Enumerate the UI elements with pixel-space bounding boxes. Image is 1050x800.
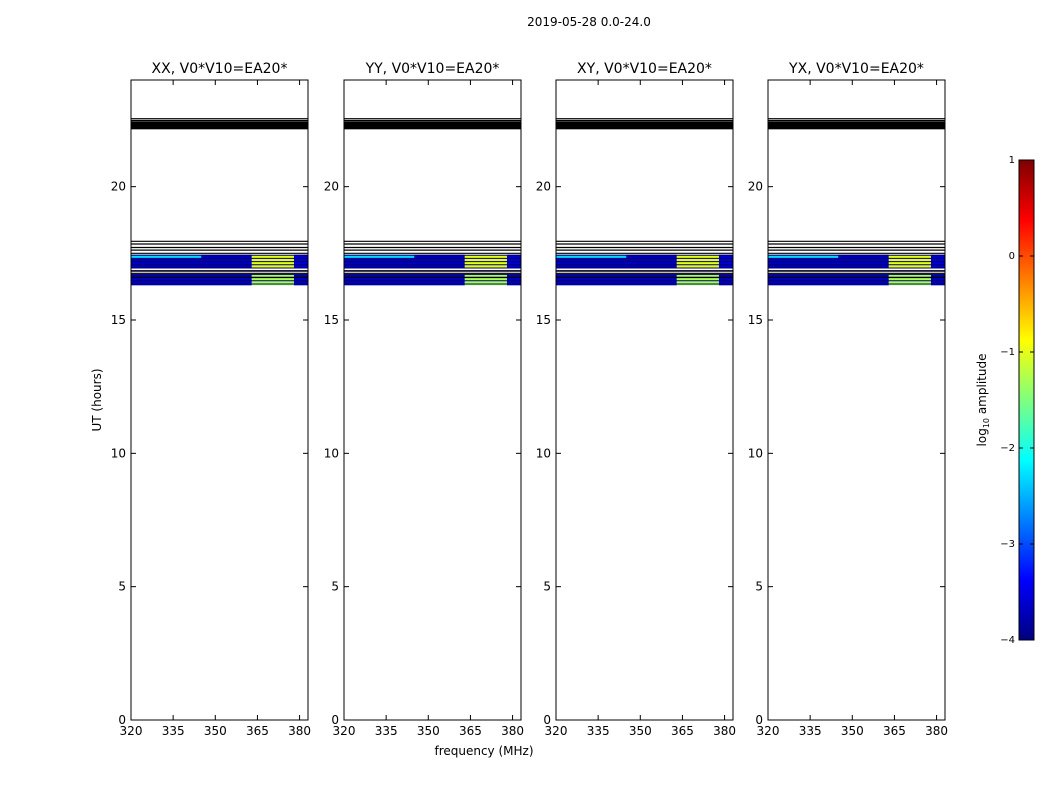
flagged-band-xx: [131, 121, 308, 130]
data-band-xy-6: [718, 274, 733, 286]
y-tick-label: 0: [543, 713, 551, 727]
y-tick-label: 0: [331, 713, 339, 727]
data-band-yx-4: [768, 274, 889, 286]
data-band-yy-5: [464, 274, 507, 286]
y-tick-label: 15: [111, 313, 126, 327]
panel-xx: XX, V0*V10=EA20* 320 335 350 365 380 0 5 10 15 20: [111, 61, 311, 738]
colorbar-tick-label: −4: [1000, 635, 1015, 646]
y-tick-label: 10: [748, 446, 763, 460]
y-axis-label: UT (hours): [90, 368, 104, 431]
x-tick-label: 365: [883, 724, 906, 738]
y-tick-label: 5: [331, 580, 339, 594]
x-tick-label: 320: [545, 724, 568, 738]
data-band-yx-1: [768, 254, 839, 259]
x-tick-label: 335: [162, 724, 185, 738]
data-band-xx-1: [131, 254, 202, 259]
y-tick-label: 0: [755, 713, 763, 727]
y-tick-label: 5: [543, 580, 551, 594]
plot-area-yy: [344, 80, 521, 720]
x-tick-label: 350: [204, 724, 227, 738]
y-tick-label: 0: [118, 713, 126, 727]
x-tick-label: 380: [925, 724, 948, 738]
data-band-xy-5: [676, 274, 719, 286]
colorbar-tick-label: 0: [1009, 251, 1015, 262]
data-band-xy-1: [556, 254, 627, 259]
colorbar-tick-label: −1: [1000, 347, 1015, 358]
x-tick-label: 380: [501, 724, 524, 738]
panel-title-xx: XX, V0*V10=EA20*: [152, 61, 288, 77]
plot-area-xy: [556, 80, 733, 720]
colorbar-label-sub: 10: [982, 418, 991, 428]
colorbar-label-rest: amplitude: [975, 354, 989, 418]
x-tick-label: 365: [671, 724, 694, 738]
y-tick-label: 5: [755, 580, 763, 594]
y-tick-label: 20: [536, 180, 551, 194]
axes-frame-xy: [555, 79, 734, 721]
panel-title-xy: XY, V0*V10=EA20*: [577, 61, 712, 77]
x-axis-label: frequency (MHz): [434, 744, 533, 758]
data-band-xx-4: [131, 274, 252, 286]
plot-area-xx: [131, 80, 308, 720]
data-band-xy-4: [556, 274, 677, 286]
flagged-band-yx: [768, 121, 945, 130]
y-tick-label: 20: [324, 180, 339, 194]
data-band-xx-5: [251, 274, 294, 286]
flagged-band-xy: [556, 121, 733, 130]
figure-suptitle: 2019-05-28 0.0-24.0: [527, 15, 651, 29]
x-tick-label: 350: [629, 724, 652, 738]
x-tick-label: 365: [459, 724, 482, 738]
axes-frame-yx: [767, 79, 946, 721]
x-tick-label: 320: [333, 724, 356, 738]
panel-yx: YX, V0*V10=EA20* 320 335 350 365 380 0 5 10 15 20: [748, 61, 948, 738]
x-tick-label: 335: [799, 724, 822, 738]
y-tick-label: 5: [118, 580, 126, 594]
colorbar-label-log: log: [975, 428, 989, 446]
y-tick-label: 10: [324, 446, 339, 460]
data-band-yx-6: [930, 274, 945, 286]
colorbar-tick-label: −2: [1000, 443, 1015, 454]
x-tick-label: 350: [417, 724, 440, 738]
data-band-yy-4: [344, 274, 465, 286]
panel-title-yy: YY, V0*V10=EA20*: [365, 61, 500, 77]
y-tick-label: 15: [324, 313, 339, 327]
colorbar-label: log10 amplitude: [975, 354, 991, 447]
y-tick-label: 10: [111, 446, 126, 460]
data-band-xx-6: [293, 274, 308, 286]
panel-xy: XY, V0*V10=EA20* 320 335 350 365 380 0 5 10 15 20: [536, 61, 736, 738]
y-tick-label: 20: [111, 180, 126, 194]
x-tick-label: 380: [713, 724, 736, 738]
colorbar-scale: [1018, 159, 1035, 641]
x-tick-label: 320: [120, 724, 143, 738]
x-tick-label: 335: [587, 724, 610, 738]
x-tick-label: 380: [288, 724, 311, 738]
panels: XX, V0*V10=EA20*320 335 350 365 38005101520Y…: [111, 61, 948, 738]
panel-yy: YY, V0*V10=EA20* 320 335 350 365 380 0 5 10 15 20: [324, 61, 524, 738]
x-tick-label: 365: [246, 724, 269, 738]
colorbar-tick-label: 1: [1009, 155, 1015, 166]
x-tick-label: 335: [375, 724, 398, 738]
data-band-yy-1: [344, 254, 415, 259]
y-tick-label: 15: [748, 313, 763, 327]
data-band-yx-5: [888, 274, 931, 286]
data-band-yy-6: [506, 274, 521, 286]
y-tick-label: 10: [536, 446, 551, 460]
x-tick-label: 350: [841, 724, 864, 738]
panel-title-yx: YX, V0*V10=EA20*: [788, 61, 924, 77]
x-tick-label: 320: [757, 724, 780, 738]
flagged-band-yy: [344, 121, 521, 130]
y-tick-label: 15: [536, 313, 551, 327]
axes-frame-xx: [130, 79, 309, 721]
y-tick-label: 20: [748, 180, 763, 194]
axes-frame-yy: [343, 79, 522, 721]
colorbar-tick-label: −3: [1000, 539, 1015, 550]
plot-area-yx: [768, 80, 945, 720]
